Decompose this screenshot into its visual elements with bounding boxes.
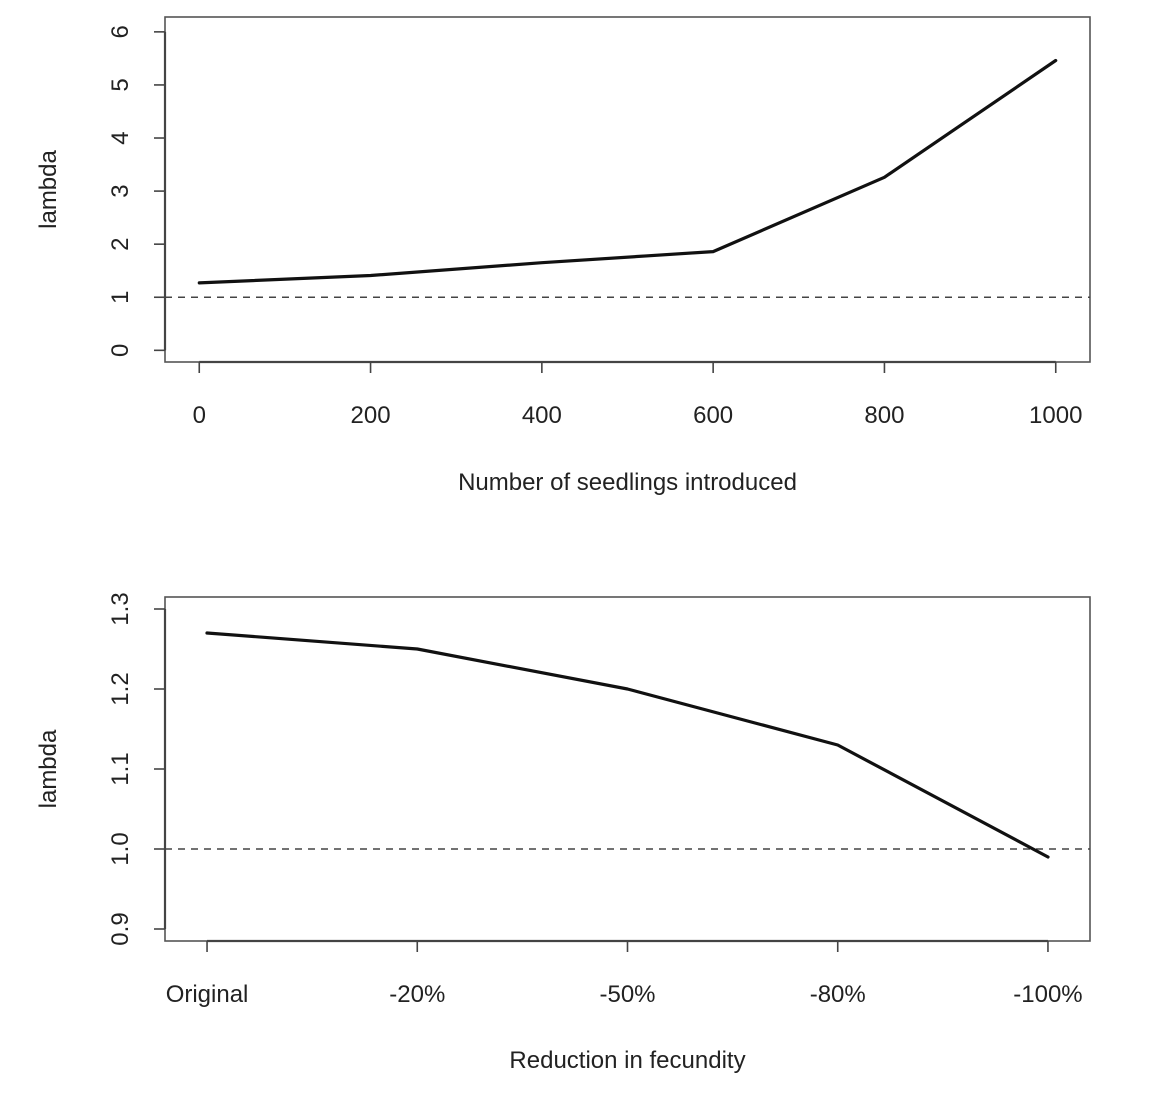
x-tick-label: -20% [389,981,445,1008]
y-tick-label: 0.9 [107,912,134,945]
chart-seedlings: 0 200 400 600 800 1000 0 1 2 3 4 5 6 Number of seedli… [35,16,1091,496]
y-axis-label: lambda [35,729,62,808]
x-axis-label: Reduction in fecundity [509,1047,745,1074]
x-tick-label: 800 [864,402,904,429]
x-tick-label: -80% [810,981,866,1008]
x-tick-label: 0 [193,402,206,429]
y-axis-label: lambda [35,149,62,228]
series-line [197,58,1058,285]
x-tick-label: -100% [1013,981,1082,1008]
y-tick-label: 1 [107,291,134,304]
x-tick-label: 600 [693,402,733,429]
x-tick-label: Original [166,981,249,1008]
y-tick-label: 6 [107,25,134,38]
x-tick-label: 1000 [1029,402,1082,429]
y-tick-label: 5 [107,78,134,91]
x-axis-label: Number of seedlings introduced [458,469,797,496]
y-tick-label: 2 [107,237,134,250]
x-tick-label: 200 [351,402,391,429]
chart-fecundity: Original -20% -50% -80% -100% 0.9 1.0 1.1 1.2 1.3… [35,592,1091,1074]
x-tick-label: -50% [599,981,655,1008]
y-tick-label: 1.1 [107,752,134,785]
series-line [205,631,1050,859]
y-tick-label: 4 [107,131,134,144]
y-tick-label: 1.0 [107,832,134,865]
y-tick-label: 0 [107,344,134,357]
y-tick-label: 3 [107,184,134,197]
x-tick-label: 400 [522,402,562,429]
y-tick-label: 1.2 [107,672,134,705]
plot-frame [164,16,1091,363]
plot-frame [164,596,1091,942]
y-tick-label: 1.3 [107,592,134,625]
